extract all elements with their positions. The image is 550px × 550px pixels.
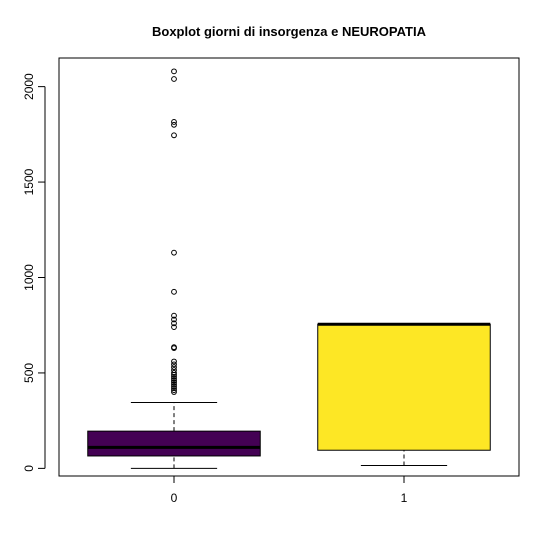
outlier-point [171,249,177,256]
outlier-point [171,121,177,128]
outlier-point [171,68,177,75]
outlier-point [171,312,177,319]
y-tick-label: 1000 [22,264,36,291]
outlier-point [171,320,177,327]
boxes-layer [87,68,491,469]
y-tick-label: 1500 [22,168,36,195]
outlier-point [171,345,177,352]
outlier-point [171,371,177,378]
outlier-point [171,375,177,382]
outlier-point [171,370,177,376]
outlier-point [171,389,177,395]
outlier-point [171,381,177,388]
outlier-point [171,377,177,384]
outlier-point [171,358,177,365]
box-group-1 [317,322,491,467]
outlier-point [171,383,177,390]
y-tick-label: 2000 [22,73,36,100]
outlier-point [171,324,177,331]
outlier-point [171,288,177,295]
outlier-point [171,119,177,125]
outlier-point [171,385,177,392]
y-tick-label: 500 [22,363,36,383]
box-group-0 [87,68,261,469]
y-tick-label: 0 [22,465,36,472]
outlier-point [171,316,177,323]
outlier-point [171,132,177,139]
box-iqr [317,323,491,451]
outlier-point [171,379,177,386]
outlier-point [171,373,177,380]
outlier-point [171,361,177,368]
y-axis: 0 500 1000 1500 2000 [22,73,46,472]
box-iqr [87,430,261,457]
outlier-point [171,364,177,371]
outlier-point [171,387,177,394]
outlier-point [171,76,177,82]
x-tick-label: 0 [171,491,178,505]
chart-title: Boxplot giorni di insorgenza e NEUROPATI… [152,24,427,39]
x-tick-label: 1 [401,491,408,505]
